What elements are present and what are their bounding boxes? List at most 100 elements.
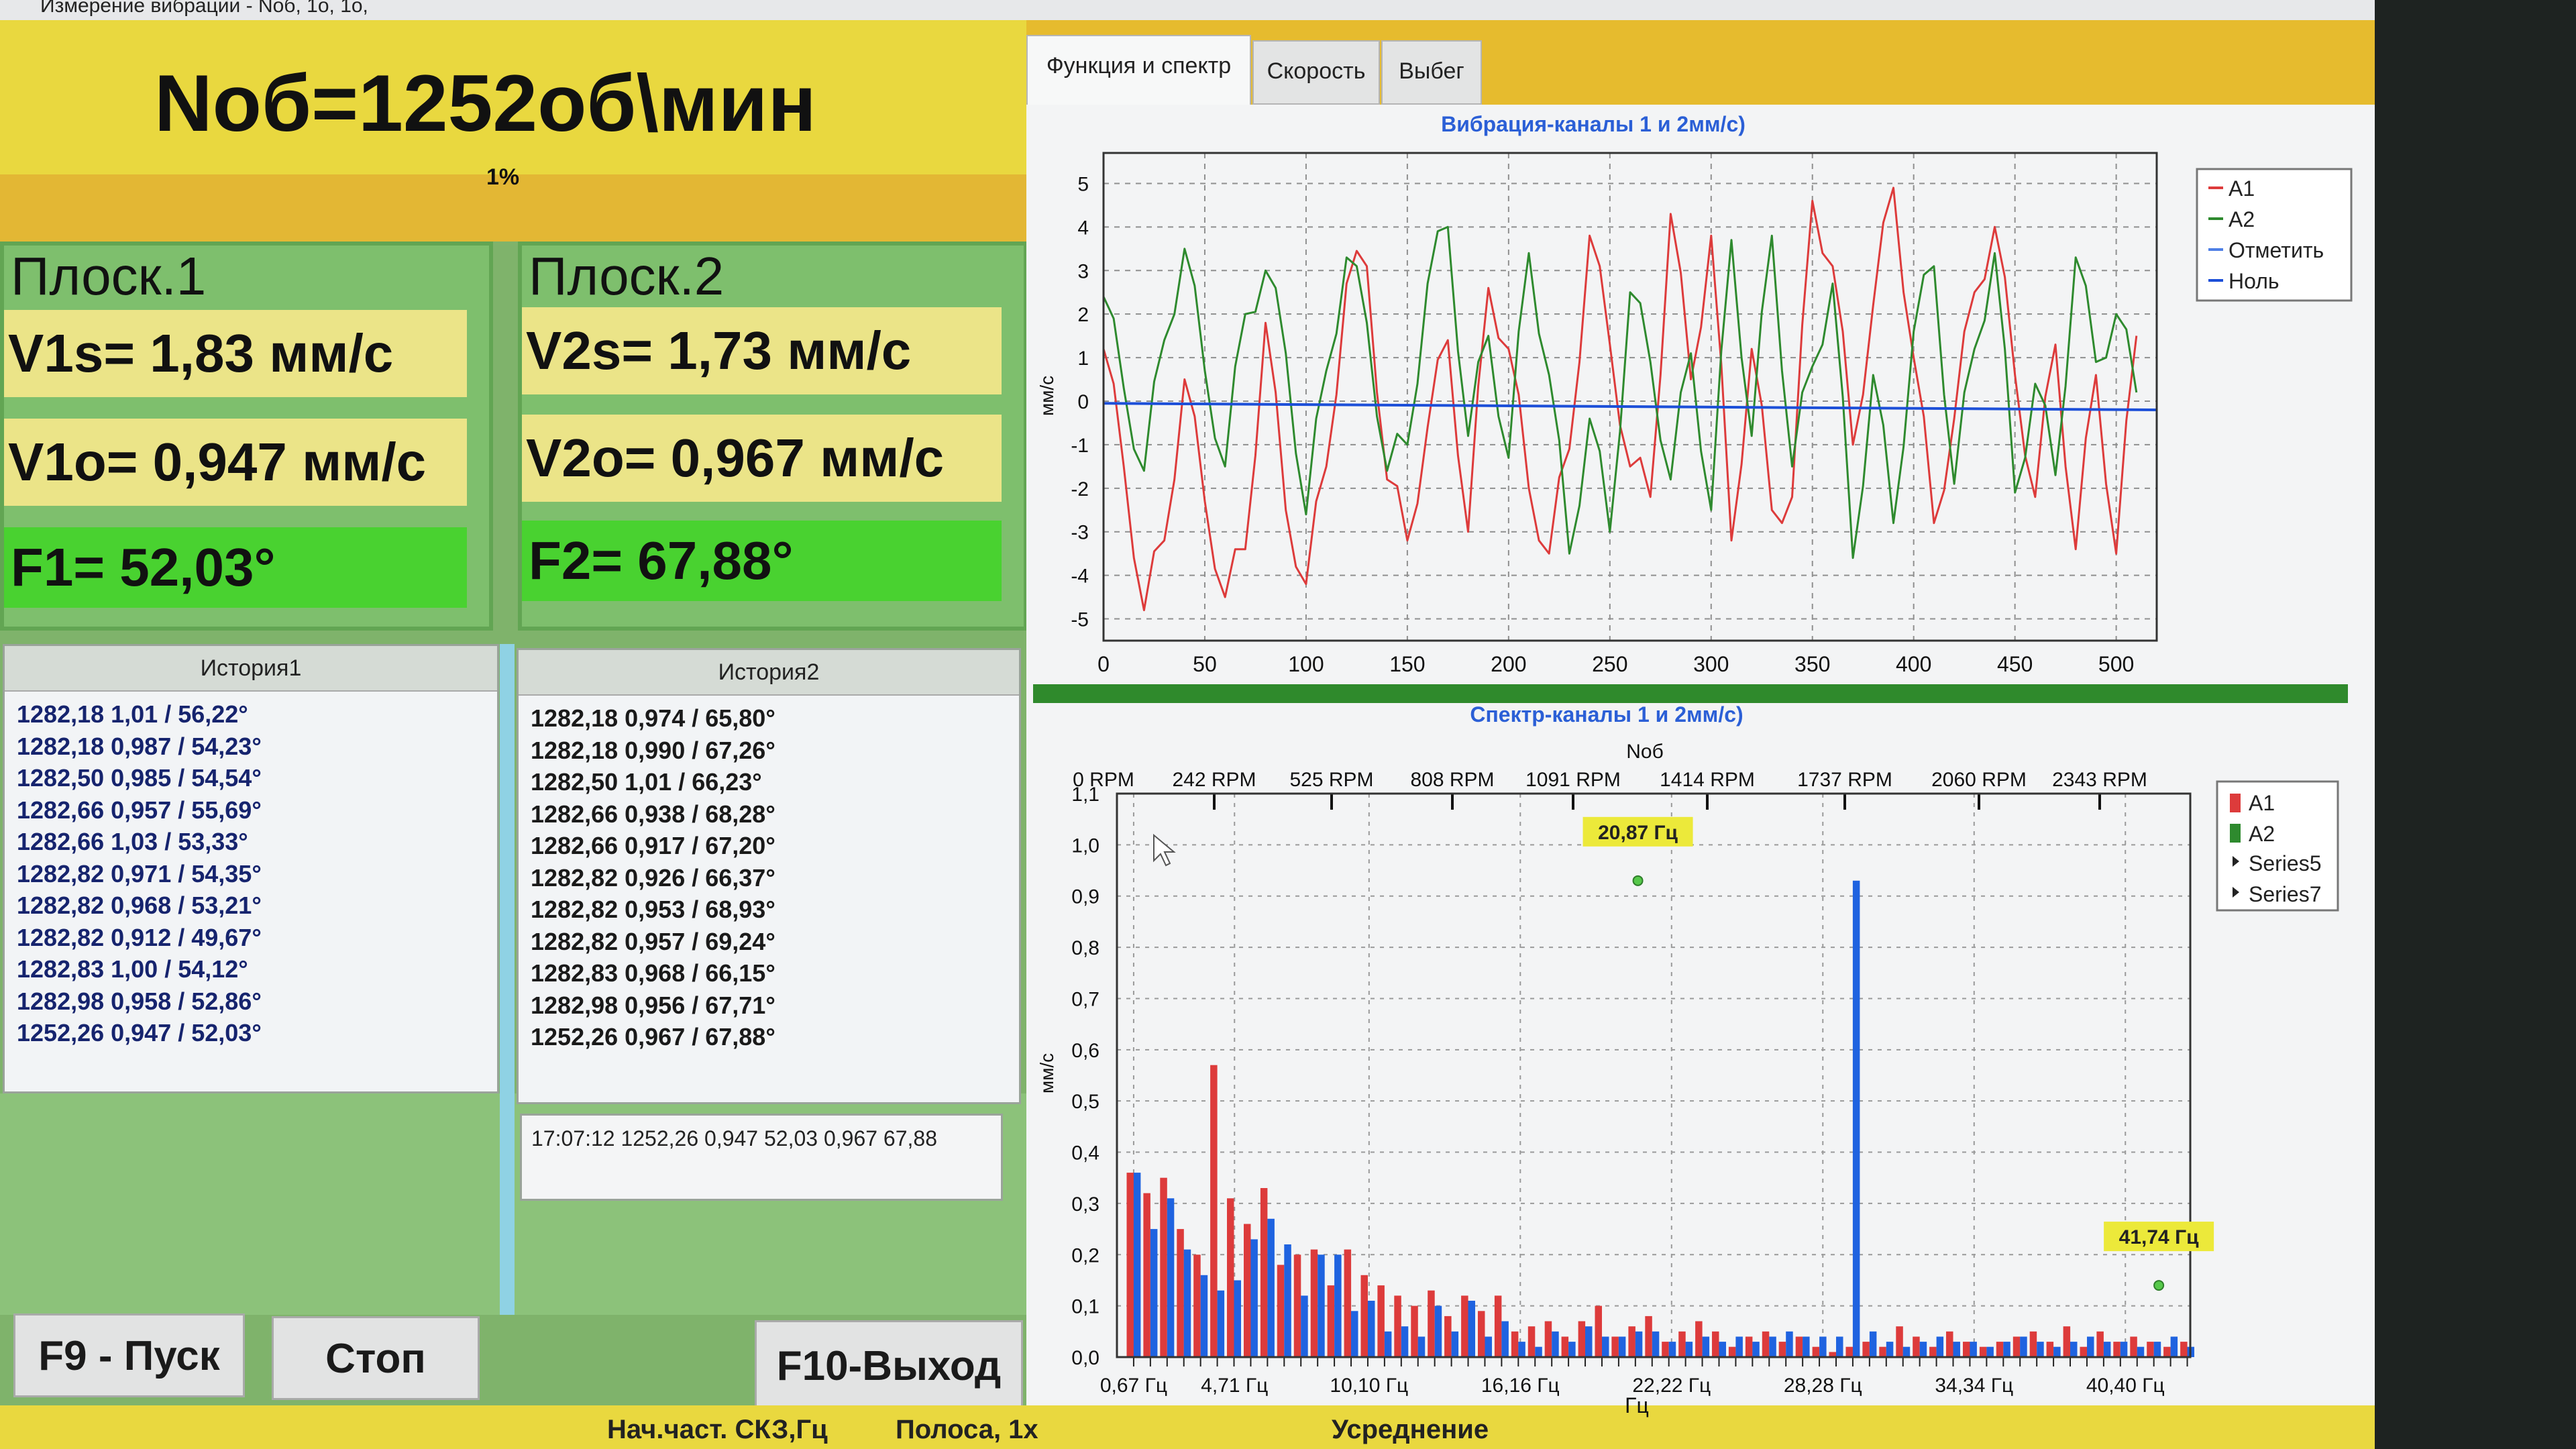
list-item[interactable]: 1282,50 1,01 / 66,23° [531, 768, 762, 796]
tab-function-spectrum[interactable]: Функция и спектр [1026, 35, 1251, 105]
spectrum-legend[interactable]: A1 A2 Series5 Series7 [2216, 780, 2339, 912]
waveform-lines[interactable] [1102, 186, 2157, 612]
list-item[interactable]: 1282,18 0,987 / 54,23° [17, 732, 262, 760]
spectrum-bar-a1 [1745, 1336, 1753, 1357]
y-tick-label: 4 [1077, 217, 1089, 239]
spectrum-bar-a2 [2087, 1336, 2094, 1357]
waveform-legend[interactable]: A1 A2 Отметить Ноль [2196, 168, 2353, 302]
v2s-value: V2s= 1,73 мм/с [522, 307, 1002, 394]
list-item[interactable]: 1282,66 0,938 / 68,28° [531, 800, 775, 828]
spectrum-bar-a2 [2103, 1342, 2111, 1357]
spectrum-bar-a2 [1852, 880, 1860, 1357]
stop-button[interactable]: Стоп [272, 1316, 480, 1400]
spectrum-bar-a1 [1628, 1326, 1635, 1357]
list-item[interactable]: 1282,83 1,00 / 54,12° [17, 955, 248, 983]
legend-series7-marker [2233, 887, 2239, 898]
y-tick-label: 0 [1077, 391, 1089, 413]
averaging-label: Усреднение [1332, 1415, 1489, 1444]
spectrum-bar-a1 [2113, 1342, 2121, 1357]
legend-a2-label: A2 [2249, 822, 2275, 846]
spectrum-bar-a2 [1936, 1336, 1944, 1357]
y-tick-label: 0,0 [1071, 1347, 1099, 1369]
spectrum-bar-a1 [1377, 1285, 1385, 1357]
list-item[interactable]: 1252,26 0,947 / 52,03° [17, 1019, 262, 1046]
spectrum-bar-a2 [1200, 1275, 1208, 1357]
chart-divider[interactable] [1033, 684, 2348, 703]
band-label: Полоса, 1x [896, 1415, 1038, 1444]
spectrum-bar-a2 [1284, 1244, 1291, 1357]
list-item[interactable]: 1282,82 0,953 / 68,93° [531, 896, 775, 923]
splitter[interactable] [500, 644, 515, 1315]
series-a1-line [1102, 186, 2138, 612]
list-item[interactable]: 1282,98 0,956 / 67,71° [531, 991, 775, 1019]
legend-zero-label: Ноль [2229, 269, 2279, 293]
spectrum-bar-a1 [2147, 1342, 2154, 1357]
spectrum-bar-a2 [1635, 1331, 1643, 1357]
spectrum-bar-a1 [1344, 1249, 1352, 1357]
history-1-list[interactable]: История1 1282,18 1,01 / 56,22° 1282,18 0… [3, 644, 499, 1093]
list-item[interactable]: 1282,82 0,957 / 69,24° [531, 927, 775, 955]
list-item[interactable]: 1282,18 0,974 / 65,80° [531, 704, 775, 732]
list-item[interactable]: 1282,82 0,971 / 54,35° [17, 859, 262, 888]
tab-speed[interactable]: Скорость [1252, 40, 1380, 105]
spectrum-bar-a2 [1953, 1342, 1960, 1357]
spectrum-bar-a2 [1334, 1254, 1342, 1357]
x-tick-label: 22,22 Гц [1632, 1375, 1711, 1397]
history-1-rows: 1282,18 1,01 / 56,22° 1282,18 0,987 / 54… [17, 698, 262, 1049]
history-2-list[interactable]: История2 1282,18 0,974 / 65,80° 1282,18 … [517, 648, 1021, 1104]
spectrum-ylabel: мм/с [1036, 1053, 1057, 1093]
top-axis-tick-label: 1414 RPM [1660, 769, 1755, 791]
x-tick-label: 28,28 Гц [1784, 1375, 1862, 1397]
list-item[interactable]: 1282,50 0,985 / 54,54° [17, 764, 262, 792]
list-item[interactable]: 1282,18 0,990 / 67,26° [531, 736, 775, 764]
spectrum-top-axis-label: Nоб [1626, 741, 1664, 763]
y-tick-label: 0,7 [1071, 988, 1099, 1010]
start-button[interactable]: F9 - Пуск [13, 1313, 245, 1397]
x-tick-label: 34,34 Гц [1935, 1375, 2013, 1397]
spectrum-bar-a1 [1478, 1311, 1485, 1357]
mouse-cursor-icon [1153, 833, 1176, 867]
last-record-field[interactable]: 17:07:12 1252,26 0,947 52,03 0,967 67,88 [520, 1114, 1003, 1201]
list-item[interactable]: 1282,66 0,917 / 67,20° [531, 832, 775, 859]
x-tick-label: 350 [1794, 652, 1830, 676]
spectrum-annotations[interactable]: 20,87 Гц 41,74 Гц [1582, 816, 2214, 1291]
y-tick-label: 1,0 [1071, 835, 1099, 857]
list-item[interactable]: 1282,98 0,958 / 52,86° [17, 987, 262, 1015]
spectrum-bar-a1 [1293, 1254, 1301, 1357]
chart-area [1026, 105, 2375, 1405]
spectrum-bar-a1 [1527, 1326, 1536, 1357]
spectrum-bar-a2 [1886, 1342, 1894, 1357]
list-item[interactable]: 1282,66 0,957 / 55,69° [17, 796, 262, 824]
plane-1-title: Плоск.1 [11, 246, 207, 306]
spectrum-bars[interactable] [1126, 880, 2195, 1357]
spectrum-bar-a2 [1769, 1336, 1776, 1357]
list-item[interactable]: 1282,82 0,926 / 66,37° [531, 863, 775, 892]
y-tick-label: 0,1 [1071, 1296, 1099, 1318]
spectrum-bar-a2 [1902, 1346, 1911, 1357]
x-tick-label: 40,40 Гц [2086, 1375, 2165, 1397]
waveform-title: Вибрация-каналы 1 и 2мм/с) [1441, 112, 1746, 136]
spectrum-bar-a2 [2137, 1346, 2145, 1357]
zero-line [1103, 402, 2157, 411]
spectrum-bar-a1 [1160, 1177, 1167, 1357]
spectrum-bar-a2 [1702, 1336, 1710, 1357]
list-item[interactable]: 1252,26 0,967 / 67,88° [531, 1023, 775, 1051]
list-item[interactable]: 1282,83 0,968 / 66,15° [531, 959, 775, 987]
spectrum-plot-frame [1116, 792, 2192, 1358]
window-title: Измерение вибрации - Nоб, 1о, 1о, [40, 0, 368, 17]
spectrum-bar-a1 [1996, 1342, 2004, 1357]
list-item[interactable]: 1282,82 0,968 / 53,21° [17, 892, 262, 919]
x-tick-label: 200 [1491, 652, 1526, 676]
spectrum-bar-a2 [1685, 1342, 1693, 1357]
list-item[interactable]: 1282,18 1,01 / 56,22° [17, 700, 248, 728]
x-tick-label: 100 [1288, 652, 1324, 676]
list-item[interactable]: 1282,82 0,912 / 49,67° [17, 923, 262, 951]
spectrum-bar-a2 [1150, 1229, 1158, 1357]
spectrum-bar-a2 [1919, 1342, 1927, 1357]
x-tick-label: 500 [2098, 652, 2134, 676]
spectrum-bar-a2 [1434, 1305, 1442, 1357]
spectrum-bar-a1 [1444, 1316, 1452, 1357]
peak-label-box [1582, 816, 1693, 847]
list-item[interactable]: 1282,66 1,03 / 53,33° [17, 828, 248, 855]
tab-rundown[interactable]: Выбег [1381, 40, 1482, 105]
